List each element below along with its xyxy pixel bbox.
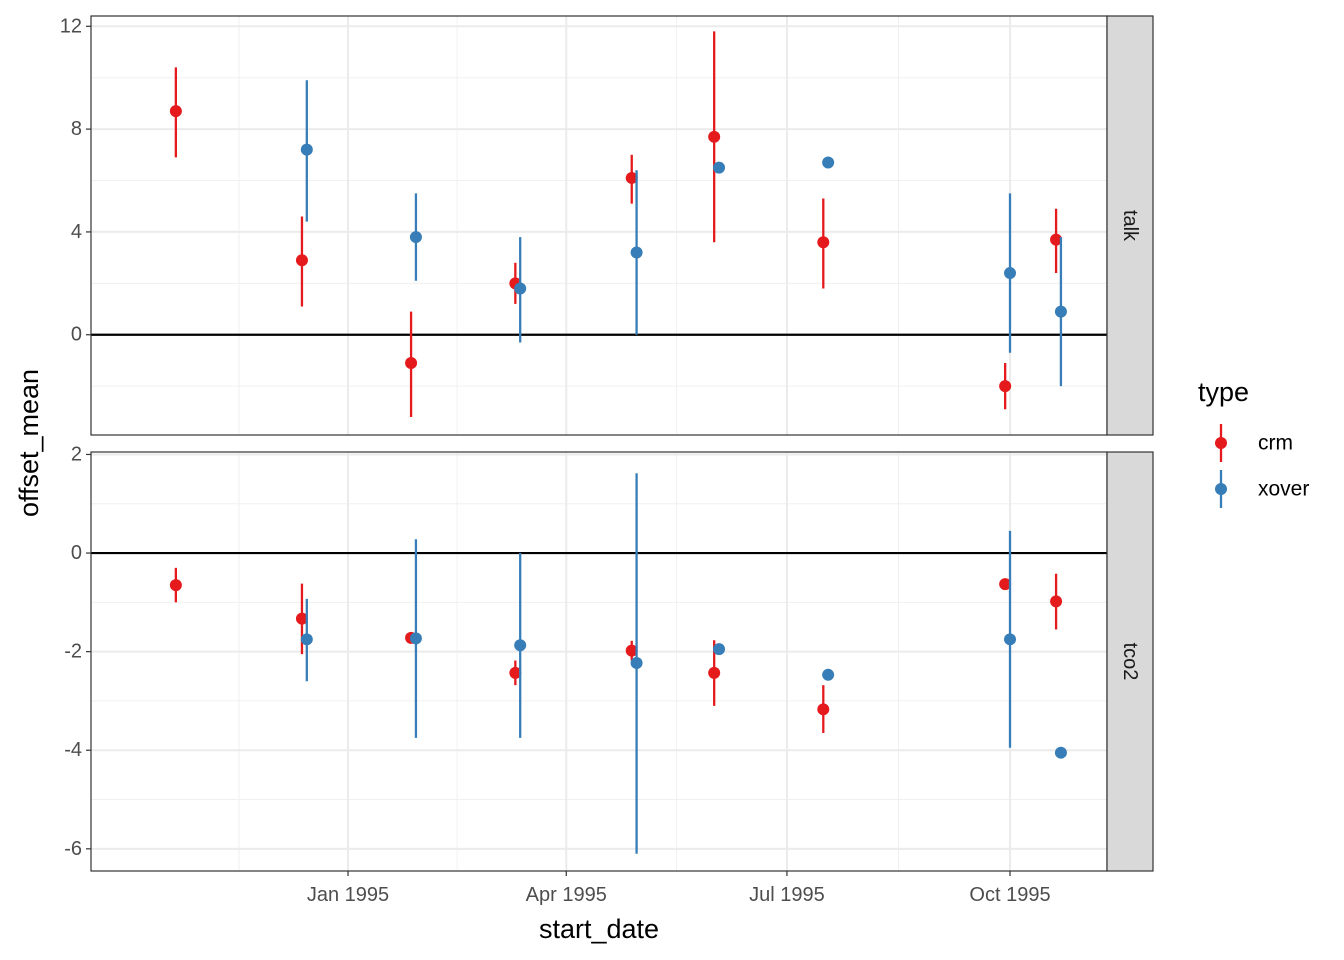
legend-key-point-xover [1215, 483, 1227, 495]
data-point-crm [169, 105, 182, 118]
y-tick-label: 4 [71, 221, 82, 243]
data-point-crm [625, 171, 638, 184]
data-point-crm [1050, 233, 1063, 246]
data-point-xover [409, 231, 422, 244]
data-point-xover [1054, 305, 1067, 318]
panel-tco2: tco2 -6 -4 -2 0 2 [64, 443, 1154, 872]
y-tick-label: 12 [60, 15, 82, 37]
y-tick-label: 0 [71, 542, 82, 564]
data-point-xover [409, 632, 422, 645]
data-point-xover [1004, 633, 1017, 646]
data-point-crm [295, 612, 308, 625]
x-tick-label: Jul 1995 [749, 884, 825, 906]
facet-strip-label: tco2 [1119, 643, 1141, 681]
data-point-xover [300, 143, 313, 156]
panel-talk: talk 0 4 8 12 [60, 15, 1154, 436]
data-point-crm [708, 666, 721, 679]
y-tick-label: 0 [71, 324, 82, 346]
data-point-xover [630, 246, 643, 259]
panel-background [91, 16, 1107, 435]
legend-entries: crm xover [1215, 424, 1309, 508]
x-tick-label: Jan 1995 [307, 884, 389, 906]
data-point-xover [713, 643, 726, 656]
facet-strip-label: talk [1119, 210, 1141, 242]
legend-title: type [1198, 377, 1249, 407]
data-point-crm [999, 380, 1012, 393]
legend-label-crm: crm [1258, 432, 1293, 455]
data-point-crm [509, 666, 522, 679]
data-point-crm [817, 236, 830, 249]
data-point-xover [300, 633, 313, 646]
legend-label-xover: xover [1258, 478, 1309, 501]
facet-strip [1106, 15, 1154, 436]
y-tick-label: -4 [64, 739, 82, 761]
data-point-crm [295, 254, 308, 267]
x-axis: Jan 1995 Apr 1995 Jul 1995 Oct 1995 [307, 871, 1051, 906]
data-point-xover [1054, 746, 1067, 759]
data-point-crm [708, 130, 721, 143]
data-point-crm [405, 357, 418, 370]
data-point-xover [822, 156, 835, 169]
panel-background [91, 452, 1107, 871]
y-tick-label: 2 [71, 443, 82, 465]
data-point-crm [169, 579, 182, 592]
data-point-xover [822, 668, 835, 681]
data-point-xover [630, 656, 643, 669]
legend: type crm xover [1198, 377, 1309, 508]
data-point-crm [625, 644, 638, 657]
legend-key-point-crm [1215, 437, 1227, 449]
data-point-crm [999, 578, 1012, 591]
x-tick-label: Apr 1995 [526, 884, 607, 906]
data-point-crm [1050, 595, 1063, 608]
data-point-xover [514, 282, 527, 295]
y-tick-label: 8 [71, 118, 82, 140]
y-tick-label: -6 [64, 838, 82, 860]
data-point-crm [817, 703, 830, 716]
facet-strip [1106, 451, 1154, 872]
y-tick-label: -2 [64, 641, 82, 663]
x-axis-title: start_date [539, 914, 659, 944]
y-axis-title: offset_mean [14, 369, 44, 517]
data-point-xover [713, 161, 726, 174]
data-point-xover [1004, 267, 1017, 280]
data-point-xover [514, 639, 527, 652]
x-tick-label: Oct 1995 [969, 884, 1050, 906]
